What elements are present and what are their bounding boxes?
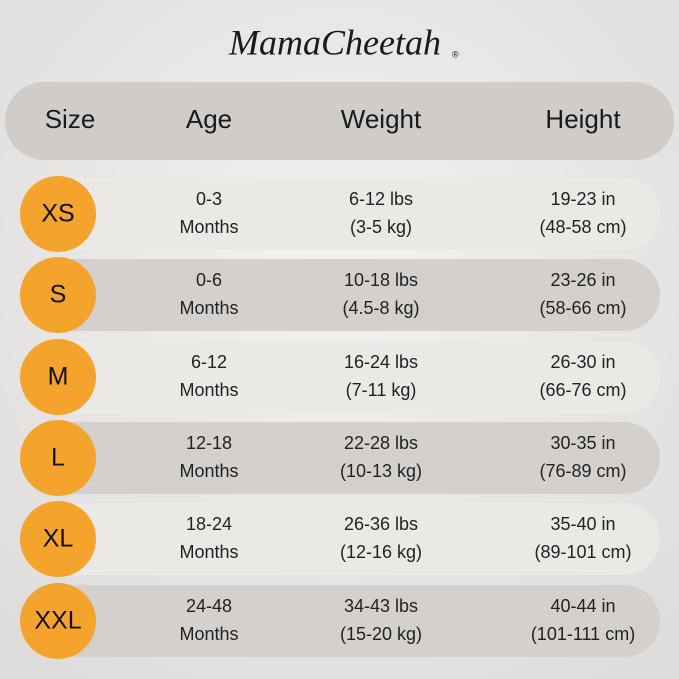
- weight-text: 22-28 lbs: [344, 433, 418, 453]
- weight-text: 26-36 lbs: [344, 514, 418, 534]
- size-badge: [20, 583, 96, 659]
- height-text: 23-26 in: [550, 270, 615, 290]
- size-label: L: [51, 444, 65, 472]
- size-label: XL: [43, 525, 74, 553]
- age-text: Months: [179, 217, 238, 237]
- weight-text: 16-24 lbs: [344, 352, 418, 372]
- height-text: (58-66 cm): [539, 298, 626, 318]
- age-text: Months: [179, 624, 238, 644]
- height-text: (48-58 cm): [539, 217, 626, 237]
- age-text: 0-3: [196, 189, 222, 209]
- age-text: Months: [179, 298, 238, 318]
- height-text: 26-30 in: [550, 352, 615, 372]
- row-bar: [40, 178, 660, 250]
- height-text: 30-35 in: [550, 433, 615, 453]
- weight-text: (3-5 kg): [350, 217, 412, 237]
- age-text: 12-18: [186, 433, 232, 453]
- age-text: Months: [179, 542, 238, 562]
- row-bar: [40, 503, 660, 575]
- age-text: 24-48: [186, 596, 232, 616]
- size-label: XS: [41, 200, 74, 228]
- age-text: Months: [179, 380, 238, 400]
- weight-text: 6-12 lbs: [349, 189, 413, 209]
- size-badge: [20, 420, 96, 496]
- header-label: Size: [45, 104, 96, 134]
- weight-text: (10-13 kg): [340, 461, 422, 481]
- row-bar: [40, 422, 660, 494]
- age-text: 6-12: [191, 352, 227, 372]
- size-badge: [20, 176, 96, 252]
- header-label: Weight: [341, 104, 422, 134]
- age-text: 18-24: [186, 514, 232, 534]
- height-text: (101-111 cm): [531, 624, 635, 644]
- height-text: 35-40 in: [550, 514, 615, 534]
- age-text: 0-6: [196, 270, 222, 290]
- row-bar: [40, 259, 660, 331]
- row-bar: [40, 341, 660, 413]
- height-text: 19-23 in: [550, 189, 615, 209]
- weight-text: 34-43 lbs: [344, 596, 418, 616]
- height-text: (66-76 cm): [539, 380, 626, 400]
- size-badge: [20, 339, 96, 415]
- size-badge: [20, 257, 96, 333]
- weight-text: 10-18 lbs: [344, 270, 418, 290]
- height-text: 40-44 in: [550, 596, 615, 616]
- height-text: (89-101 cm): [534, 542, 631, 562]
- size-badge: [20, 501, 96, 577]
- header-bar: [5, 82, 674, 160]
- size-label: S: [50, 281, 67, 309]
- weight-text: (12-16 kg): [340, 542, 422, 562]
- brand-logo: MamaCheetah: [228, 22, 441, 62]
- weight-text: (15-20 kg): [340, 624, 422, 644]
- size-label: M: [48, 363, 69, 391]
- age-text: Months: [179, 461, 238, 481]
- row-bar: [40, 585, 660, 657]
- header-label: Age: [186, 104, 232, 134]
- registered-mark: ®: [452, 49, 459, 59]
- header-label: Height: [545, 104, 621, 134]
- size-label: XXL: [34, 607, 81, 635]
- height-text: (76-89 cm): [539, 461, 626, 481]
- weight-text: (7-11 kg): [346, 380, 417, 400]
- weight-text: (4.5-8 kg): [342, 298, 419, 318]
